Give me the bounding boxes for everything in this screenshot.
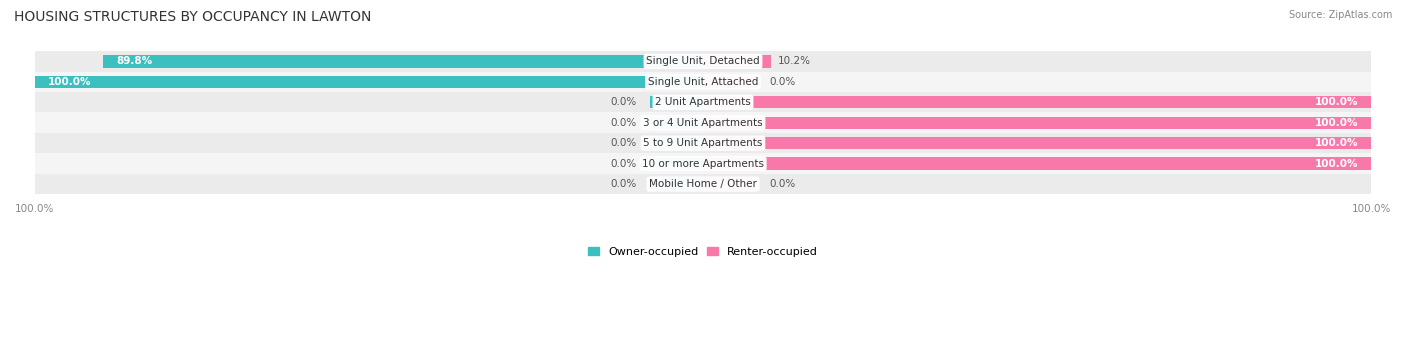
Bar — [650, 96, 703, 108]
Bar — [703, 96, 1371, 108]
Text: 0.0%: 0.0% — [610, 118, 636, 128]
Bar — [650, 137, 703, 149]
Text: 100.0%: 100.0% — [1315, 159, 1358, 169]
Bar — [35, 92, 1371, 113]
Bar — [703, 55, 770, 68]
Bar — [650, 117, 703, 129]
Bar — [35, 72, 1371, 92]
Bar — [650, 178, 703, 190]
Bar — [103, 55, 703, 68]
Text: 89.8%: 89.8% — [117, 56, 152, 66]
Bar — [35, 76, 703, 88]
Text: 100.0%: 100.0% — [48, 77, 91, 87]
Text: Single Unit, Attached: Single Unit, Attached — [648, 77, 758, 87]
Text: 0.0%: 0.0% — [610, 159, 636, 169]
Bar — [35, 113, 1371, 133]
Text: 0.0%: 0.0% — [610, 138, 636, 148]
Bar — [650, 158, 703, 170]
Text: 0.0%: 0.0% — [610, 179, 636, 189]
Bar — [703, 76, 756, 88]
Text: 100.0%: 100.0% — [1315, 118, 1358, 128]
Text: 10.2%: 10.2% — [778, 56, 811, 66]
Text: 0.0%: 0.0% — [770, 179, 796, 189]
Bar — [703, 158, 1371, 170]
Text: 5 to 9 Unit Apartments: 5 to 9 Unit Apartments — [644, 138, 762, 148]
Bar — [35, 153, 1371, 174]
Bar — [703, 137, 1371, 149]
Text: 3 or 4 Unit Apartments: 3 or 4 Unit Apartments — [643, 118, 763, 128]
Text: 0.0%: 0.0% — [770, 77, 796, 87]
Text: HOUSING STRUCTURES BY OCCUPANCY IN LAWTON: HOUSING STRUCTURES BY OCCUPANCY IN LAWTO… — [14, 10, 371, 24]
Bar — [35, 51, 1371, 72]
Text: Mobile Home / Other: Mobile Home / Other — [650, 179, 756, 189]
Text: Single Unit, Detached: Single Unit, Detached — [647, 56, 759, 66]
Bar — [703, 117, 1371, 129]
Text: 10 or more Apartments: 10 or more Apartments — [643, 159, 763, 169]
Text: 100.0%: 100.0% — [1315, 138, 1358, 148]
Bar — [35, 174, 1371, 194]
Text: 0.0%: 0.0% — [610, 97, 636, 107]
Bar — [703, 178, 756, 190]
Legend: Owner-occupied, Renter-occupied: Owner-occupied, Renter-occupied — [588, 247, 818, 257]
Bar — [35, 133, 1371, 153]
Text: 2 Unit Apartments: 2 Unit Apartments — [655, 97, 751, 107]
Text: Source: ZipAtlas.com: Source: ZipAtlas.com — [1288, 10, 1392, 20]
Text: 100.0%: 100.0% — [1315, 97, 1358, 107]
